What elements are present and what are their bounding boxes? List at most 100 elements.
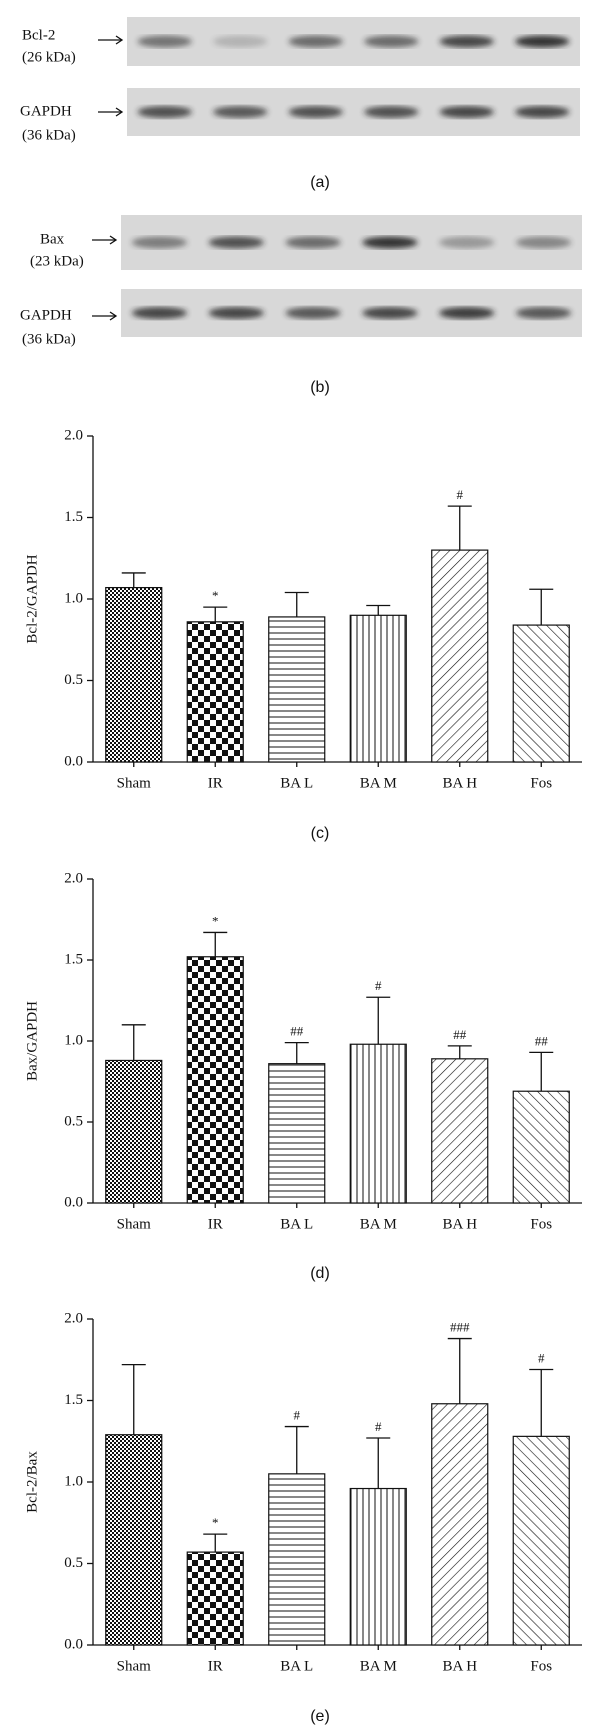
y-tick-label: 0.0 <box>64 1194 83 1210</box>
blot-band <box>362 307 418 319</box>
y-tick-label: 0.5 <box>64 1113 83 1129</box>
bar <box>431 1058 489 1204</box>
significance-label: # <box>375 1419 382 1434</box>
significance-label: ## <box>535 1033 549 1048</box>
arrow-head <box>115 107 124 117</box>
blot-size: (36 kDa) <box>22 331 76 347</box>
x-tick-label: BA M <box>360 1658 397 1674</box>
y-tick-label: 1.5 <box>64 509 83 525</box>
x-tick-label: Sham <box>117 1216 152 1232</box>
blot-strip <box>121 289 582 337</box>
error-bar <box>121 1024 146 1061</box>
error-bar <box>529 588 554 626</box>
significance-label: ### <box>450 1320 470 1335</box>
x-tick-label: BA H <box>442 775 477 791</box>
error-bar <box>203 606 228 622</box>
blot-band <box>364 35 419 48</box>
y-tick-label: 0.5 <box>64 672 83 688</box>
y-tick-label: 2.0 <box>64 870 83 886</box>
error-bar <box>366 1437 391 1489</box>
bar <box>268 616 326 763</box>
error-bar <box>121 1363 146 1435</box>
blot-size: (23 kDa) <box>30 253 84 269</box>
x-tick-label: Fos <box>530 775 552 791</box>
x-tick-label: BA L <box>280 1216 313 1232</box>
error-bar <box>284 591 309 617</box>
blot-band <box>515 106 570 118</box>
significance-label: * <box>212 1515 219 1530</box>
panel-caption: (a) <box>310 174 330 191</box>
panel-caption: (e) <box>310 1708 330 1725</box>
significance-label: # <box>538 1351 545 1366</box>
y-axis-title: Bax/GAPDH <box>24 1001 40 1081</box>
error-bar <box>529 1368 554 1437</box>
blot-band <box>137 35 192 48</box>
blot-band <box>288 35 343 48</box>
x-tick-label: BA L <box>280 775 313 791</box>
blot-band <box>362 236 418 249</box>
blot-band <box>208 236 264 249</box>
arrow-head <box>115 35 124 45</box>
bar <box>105 586 163 763</box>
error-bar <box>203 931 228 957</box>
blot-band <box>515 236 572 249</box>
bar <box>349 1487 407 1646</box>
bar <box>512 1435 570 1646</box>
arrow-head <box>109 235 118 245</box>
error-bar <box>447 1045 472 1059</box>
bar <box>268 1473 326 1646</box>
y-tick-label: 0.5 <box>64 1555 83 1571</box>
x-tick-label: Sham <box>117 775 152 791</box>
blot-band <box>213 106 268 118</box>
panel-caption: (c) <box>311 825 330 842</box>
blot-label: Bax <box>40 231 65 247</box>
significance-label: # <box>457 487 464 502</box>
y-tick-label: 1.5 <box>64 951 83 967</box>
y-axis-title: Bcl-2/Bax <box>24 1451 40 1513</box>
error-bar <box>447 505 472 551</box>
blot-strip <box>121 215 582 270</box>
blot-band <box>364 106 419 118</box>
y-tick-label: 0.0 <box>64 1636 83 1652</box>
blot-band <box>285 307 341 319</box>
x-tick-label: IR <box>208 775 223 791</box>
bar <box>512 624 570 763</box>
significance-label: * <box>212 588 219 603</box>
blot-label: GAPDH <box>20 307 72 323</box>
error-bar <box>284 1041 309 1064</box>
blot-label: GAPDH <box>20 103 72 119</box>
blot-band <box>515 35 570 48</box>
blot-band <box>288 106 343 118</box>
error-bar <box>447 1337 472 1404</box>
bar <box>349 614 407 763</box>
arrow-head <box>109 311 118 321</box>
blot-band <box>208 307 264 319</box>
bar <box>186 1551 244 1646</box>
x-tick-label: BA M <box>360 1216 397 1232</box>
significance-label: # <box>294 1408 301 1423</box>
y-tick-label: 1.0 <box>64 1473 83 1489</box>
bar <box>105 1434 163 1646</box>
y-tick-label: 2.0 <box>64 1310 83 1326</box>
error-bar <box>529 1051 554 1092</box>
blot-band <box>515 307 572 319</box>
bar <box>512 1090 570 1204</box>
blot-band <box>439 106 494 118</box>
blot-band <box>439 307 495 319</box>
blot-band <box>285 236 341 249</box>
error-bar <box>366 604 391 616</box>
x-tick-label: Fos <box>530 1658 552 1674</box>
blot-band <box>131 307 188 319</box>
x-tick-label: Sham <box>117 1658 152 1674</box>
error-bar <box>121 572 146 588</box>
blot-band <box>213 35 268 48</box>
y-tick-label: 1.5 <box>64 1392 83 1408</box>
panel-caption: (b) <box>310 379 330 396</box>
y-tick-label: 1.0 <box>64 590 83 606</box>
bar <box>431 549 489 763</box>
y-tick-label: 1.0 <box>64 1032 83 1048</box>
significance-label: # <box>375 978 382 993</box>
significance-label: ## <box>290 1024 304 1039</box>
blot-strip <box>127 17 580 66</box>
bar <box>105 1059 163 1204</box>
